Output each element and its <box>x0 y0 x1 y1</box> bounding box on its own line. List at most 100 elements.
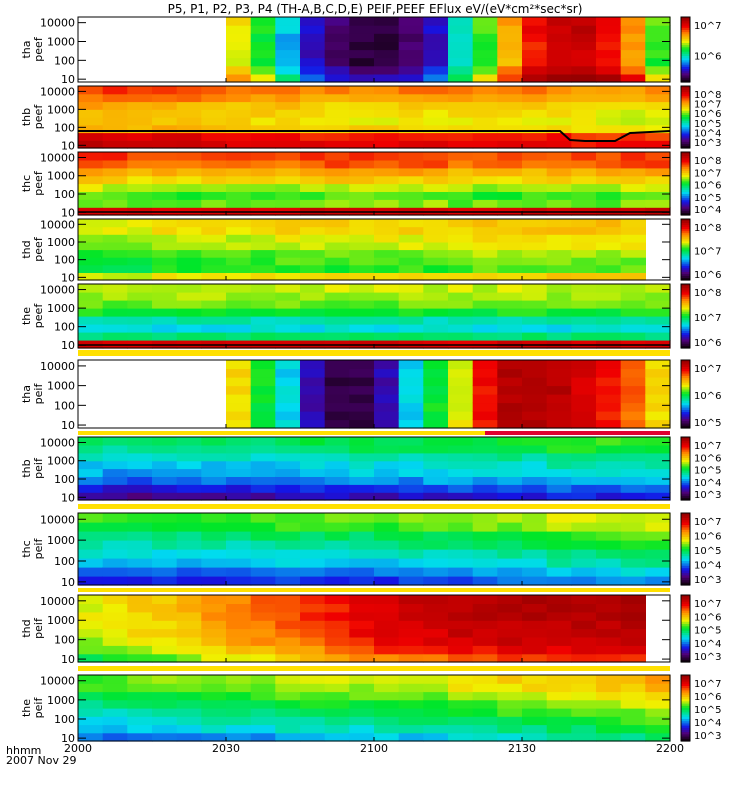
heatmap-cell <box>398 732 424 742</box>
heatmap-cell <box>78 636 104 646</box>
heatmap-cell <box>522 292 548 301</box>
heatmap-cell <box>78 611 104 621</box>
heatmap-cell <box>349 724 375 734</box>
heatmap-cell <box>448 419 474 429</box>
heatmap-cell <box>645 17 671 26</box>
heatmap-cell <box>546 611 572 621</box>
heatmap-cell <box>349 332 375 341</box>
heatmap-cell <box>497 653 523 663</box>
heatmap-cell <box>472 468 498 477</box>
colorbar-swatch <box>681 694 690 698</box>
heatmap-cell <box>201 175 227 185</box>
colorbar-swatch <box>681 449 690 453</box>
heatmap-cell <box>472 476 498 485</box>
colorbar-swatch <box>681 517 690 521</box>
heatmap-cell <box>423 653 449 663</box>
heatmap-cell <box>176 257 202 266</box>
colorbar-swatch <box>681 382 690 386</box>
colorbar-swatch <box>681 98 690 102</box>
heatmap-cell <box>349 683 375 693</box>
heatmap-cell <box>546 292 572 301</box>
colorbar-swatch <box>681 522 690 526</box>
heatmap-cell <box>423 249 449 258</box>
colorbar-swatch <box>681 495 690 499</box>
colorbar-swatch <box>681 485 690 488</box>
heatmap-cell <box>127 159 153 169</box>
colorbar-swatch <box>681 100 690 104</box>
heatmap-cell <box>275 49 301 59</box>
heatmap-cell <box>596 444 622 454</box>
heatmap-cell <box>300 576 326 586</box>
heatmap-cell <box>620 49 646 59</box>
heatmap-cell <box>78 219 104 228</box>
heatmap-cell <box>497 132 523 141</box>
heatmap-cell <box>176 132 202 141</box>
colorbar-swatch <box>681 532 690 536</box>
heatmap-cell <box>324 513 350 523</box>
heatmap-cell <box>620 324 646 333</box>
heatmap-cell <box>226 332 252 341</box>
heatmap-cell <box>546 316 572 325</box>
heatmap-cell <box>645 300 671 309</box>
heatmap-cell <box>620 611 646 621</box>
colorbar-swatch <box>681 635 690 638</box>
heatmap-cell <box>448 332 474 341</box>
colorbar-swatch <box>681 278 690 281</box>
heatmap-cell <box>546 636 572 646</box>
heatmap-cell <box>226 124 252 134</box>
heatmap-cell <box>102 152 128 161</box>
heatmap-cell <box>374 249 400 258</box>
heatmap-cell <box>620 117 646 126</box>
colorbar-swatch <box>681 92 690 95</box>
heatmap-cell <box>176 484 202 493</box>
colorbar-swatch <box>681 677 690 680</box>
heatmap-cell <box>324 33 350 42</box>
heatmap-cell <box>374 699 400 709</box>
heatmap-cell <box>152 316 178 325</box>
heatmap-cell <box>152 219 178 228</box>
colorbar-swatch <box>681 610 690 614</box>
heatmap-cell <box>374 653 400 663</box>
heatmap-cell <box>78 140 104 149</box>
heatmap-cell <box>300 17 326 26</box>
heatmap-cell <box>176 199 202 208</box>
colorbar-swatch <box>681 418 690 422</box>
heatmap-cell <box>78 124 104 134</box>
panel-ylabel: thapeif <box>20 383 45 405</box>
colorbar-swatch <box>681 534 690 538</box>
heatmap-cell <box>620 732 646 742</box>
heatmap-cell <box>497 191 523 200</box>
heatmap-cell <box>349 17 375 26</box>
heatmap-cell <box>275 33 301 42</box>
heatmap-cell <box>102 308 128 317</box>
heatmap-cell <box>596 468 622 477</box>
heatmap-cell <box>546 159 572 169</box>
heatmap-cell <box>448 437 474 446</box>
heatmap-cell <box>398 603 424 613</box>
heatmap-cell <box>250 724 276 734</box>
heatmap-cell <box>127 308 153 317</box>
heatmap-cell <box>374 109 400 118</box>
heatmap-cell <box>596 360 622 370</box>
heatmap-cell <box>324 140 350 149</box>
heatmap-cell <box>201 109 227 118</box>
heatmap-cell <box>448 65 474 75</box>
heatmap-cell <box>497 284 523 293</box>
heatmap-cell <box>324 558 350 568</box>
heatmap-cell <box>620 540 646 550</box>
heatmap-cell <box>152 264 178 273</box>
heatmap-cell <box>398 101 424 110</box>
heatmap-cell <box>522 452 548 462</box>
heatmap-cell <box>620 522 646 532</box>
heatmap-cell <box>497 645 523 655</box>
heatmap-cell <box>201 724 227 734</box>
colorbar-swatch <box>681 333 690 336</box>
heatmap-cell <box>546 308 572 317</box>
heatmap-cell <box>423 308 449 317</box>
colorbar-swatch <box>681 303 690 306</box>
heatmap-cell <box>275 460 301 470</box>
heatmap-cell <box>176 620 202 630</box>
heatmap-cell <box>349 49 375 59</box>
heatmap-cell <box>300 492 326 501</box>
